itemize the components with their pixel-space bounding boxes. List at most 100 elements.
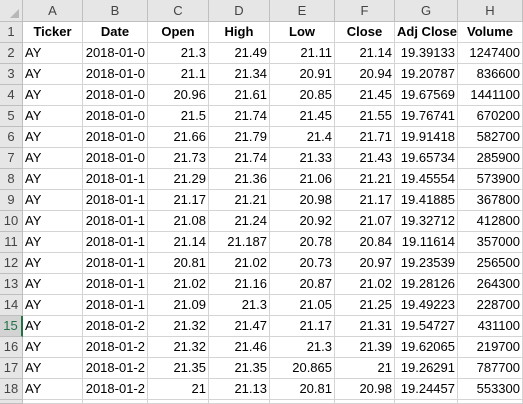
data-cell-e4[interactable]: 20.85 — [270, 85, 335, 106]
data-cell-b13[interactable]: 2018-01-1 — [83, 274, 148, 295]
data-cell-c4[interactable]: 20.96 — [148, 85, 209, 106]
data-cell-a14[interactable]: AY — [23, 295, 83, 316]
row-header-7[interactable]: 7 — [0, 148, 23, 169]
data-cell-c10[interactable]: 21.08 — [148, 211, 209, 232]
data-cell-h6[interactable]: 582700 — [458, 127, 523, 148]
data-cell-b4[interactable]: 2018-01-0 — [83, 85, 148, 106]
data-cell-h19[interactable]: 359900 — [458, 400, 523, 404]
data-cell-h9[interactable]: 367800 — [458, 190, 523, 211]
row-header-2[interactable]: 2 — [0, 43, 23, 64]
column-header-a[interactable]: A — [23, 0, 83, 22]
data-cell-c19[interactable]: 20.97 — [148, 400, 209, 404]
data-cell-g13[interactable]: 19.28126 — [395, 274, 458, 295]
data-cell-h8[interactable]: 573900 — [458, 169, 523, 190]
data-cell-b5[interactable]: 2018-01-0 — [83, 106, 148, 127]
data-cell-c14[interactable]: 21.09 — [148, 295, 209, 316]
header-cell-c[interactable]: Open — [148, 22, 209, 43]
column-header-d[interactable]: D — [209, 0, 270, 22]
data-cell-c18[interactable]: 21 — [148, 379, 209, 400]
data-cell-h3[interactable]: 836600 — [458, 64, 523, 85]
data-cell-d14[interactable]: 21.3 — [209, 295, 270, 316]
data-cell-c7[interactable]: 21.73 — [148, 148, 209, 169]
column-header-h[interactable]: H — [458, 0, 523, 22]
data-cell-a13[interactable]: AY — [23, 274, 83, 295]
data-cell-c2[interactable]: 21.3 — [148, 43, 209, 64]
data-cell-c15[interactable]: 21.32 — [148, 316, 209, 337]
data-cell-h14[interactable]: 228700 — [458, 295, 523, 316]
data-cell-g12[interactable]: 19.23539 — [395, 253, 458, 274]
header-cell-d[interactable]: High — [209, 22, 270, 43]
data-cell-b19[interactable]: 2018-01-2 — [83, 400, 148, 404]
data-cell-d13[interactable]: 21.16 — [209, 274, 270, 295]
data-cell-g9[interactable]: 19.41885 — [395, 190, 458, 211]
data-cell-f11[interactable]: 20.84 — [335, 232, 395, 253]
data-cell-d17[interactable]: 21.35 — [209, 358, 270, 379]
data-cell-g11[interactable]: 19.11614 — [395, 232, 458, 253]
header-cell-f[interactable]: Close — [335, 22, 395, 43]
data-cell-g14[interactable]: 19.49223 — [395, 295, 458, 316]
data-cell-a15[interactable]: AY — [23, 316, 83, 337]
data-cell-e9[interactable]: 20.98 — [270, 190, 335, 211]
data-cell-d7[interactable]: 21.74 — [209, 148, 270, 169]
data-cell-a10[interactable]: AY — [23, 211, 83, 232]
row-header-3[interactable]: 3 — [0, 64, 23, 85]
data-cell-c8[interactable]: 21.29 — [148, 169, 209, 190]
data-cell-b2[interactable]: 2018-01-0 — [83, 43, 148, 64]
data-cell-f4[interactable]: 21.45 — [335, 85, 395, 106]
data-cell-h18[interactable]: 553300 — [458, 379, 523, 400]
data-cell-f12[interactable]: 20.97 — [335, 253, 395, 274]
row-header-1[interactable]: 1 — [0, 22, 23, 43]
data-cell-f16[interactable]: 21.39 — [335, 337, 395, 358]
data-cell-f8[interactable]: 21.21 — [335, 169, 395, 190]
column-header-g[interactable]: G — [395, 0, 458, 22]
data-cell-d11[interactable]: 21.187 — [209, 232, 270, 253]
data-cell-b17[interactable]: 2018-01-2 — [83, 358, 148, 379]
data-cell-e3[interactable]: 20.91 — [270, 64, 335, 85]
data-cell-f14[interactable]: 21.25 — [335, 295, 395, 316]
data-cell-e7[interactable]: 21.33 — [270, 148, 335, 169]
data-cell-a5[interactable]: AY — [23, 106, 83, 127]
data-cell-f2[interactable]: 21.14 — [335, 43, 395, 64]
data-cell-a18[interactable]: AY — [23, 379, 83, 400]
column-header-b[interactable]: B — [83, 0, 148, 22]
data-cell-b8[interactable]: 2018-01-1 — [83, 169, 148, 190]
data-cell-h15[interactable]: 431100 — [458, 316, 523, 337]
data-cell-e8[interactable]: 21.06 — [270, 169, 335, 190]
data-cell-f10[interactable]: 21.07 — [335, 211, 395, 232]
data-cell-a19[interactable]: AY — [23, 400, 83, 404]
data-cell-h2[interactable]: 1247400 — [458, 43, 523, 64]
data-cell-f13[interactable]: 21.02 — [335, 274, 395, 295]
data-cell-d3[interactable]: 21.34 — [209, 64, 270, 85]
data-cell-e16[interactable]: 21.3 — [270, 337, 335, 358]
data-cell-g18[interactable]: 19.24457 — [395, 379, 458, 400]
data-cell-a17[interactable]: AY — [23, 358, 83, 379]
data-cell-e13[interactable]: 20.87 — [270, 274, 335, 295]
data-cell-d15[interactable]: 21.47 — [209, 316, 270, 337]
data-cell-g8[interactable]: 19.45554 — [395, 169, 458, 190]
data-cell-a11[interactable]: AY — [23, 232, 83, 253]
data-cell-e15[interactable]: 21.17 — [270, 316, 335, 337]
data-cell-g3[interactable]: 19.20787 — [395, 64, 458, 85]
data-cell-f18[interactable]: 20.98 — [335, 379, 395, 400]
data-cell-a7[interactable]: AY — [23, 148, 83, 169]
data-cell-a4[interactable]: AY — [23, 85, 83, 106]
data-cell-f9[interactable]: 21.17 — [335, 190, 395, 211]
data-cell-c12[interactable]: 20.81 — [148, 253, 209, 274]
data-cell-d10[interactable]: 21.24 — [209, 211, 270, 232]
data-cell-f15[interactable]: 21.31 — [335, 316, 395, 337]
column-header-c[interactable]: C — [148, 0, 209, 22]
data-cell-c16[interactable]: 21.32 — [148, 337, 209, 358]
data-cell-c6[interactable]: 21.66 — [148, 127, 209, 148]
row-header-6[interactable]: 6 — [0, 127, 23, 148]
header-cell-e[interactable]: Low — [270, 22, 335, 43]
data-cell-d2[interactable]: 21.49 — [209, 43, 270, 64]
data-cell-a8[interactable]: AY — [23, 169, 83, 190]
data-cell-e2[interactable]: 21.11 — [270, 43, 335, 64]
row-header-19[interactable]: 19 — [0, 400, 23, 404]
data-cell-b11[interactable]: 2018-01-1 — [83, 232, 148, 253]
data-cell-a16[interactable]: AY — [23, 337, 83, 358]
data-cell-b14[interactable]: 2018-01-1 — [83, 295, 148, 316]
data-cell-e12[interactable]: 20.73 — [270, 253, 335, 274]
data-cell-b18[interactable]: 2018-01-2 — [83, 379, 148, 400]
column-header-e[interactable]: E — [270, 0, 335, 22]
